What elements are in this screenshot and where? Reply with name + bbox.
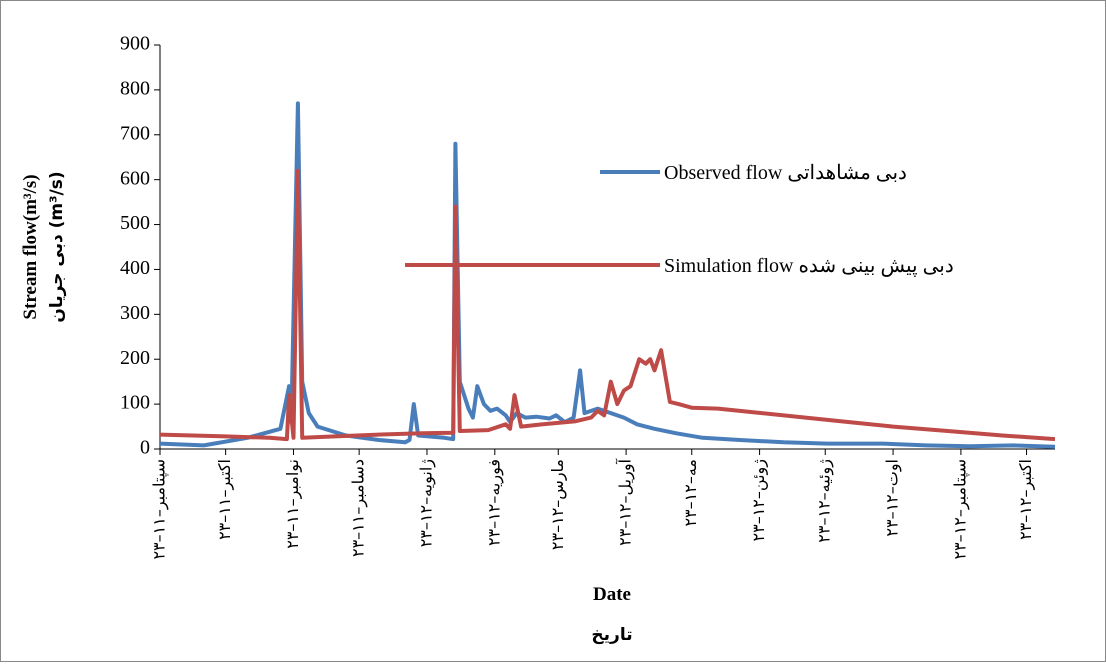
x-tick-label: ۲۳–فوریه–۱۲ (484, 459, 504, 546)
x-tick-label: ۲۳–سپتامبر–۱۱ (150, 459, 170, 560)
x-tick-label: ۲۳–ژانویه–۱۲ (416, 459, 436, 548)
legend-label: Observed flow دبی مشاهداتی (664, 162, 907, 184)
series-line (159, 101, 1056, 449)
x-tick-label: ۲۳–سپتامبر–۱۲ (950, 459, 970, 560)
y-tick-label: 300 (120, 302, 150, 324)
x-axis-label-fa: تاریخ (591, 625, 632, 645)
series-line (159, 168, 1056, 442)
y-tick-label: 700 (120, 122, 150, 144)
y-tick-label: 200 (120, 347, 150, 369)
x-axis-label: Date (593, 584, 631, 605)
x-tick-label: ۲۳–مارس–۱۲ (548, 459, 568, 550)
x-tick-label: ۲۳–اکتبر–۱۲ (1016, 459, 1036, 540)
y-tick-label: 600 (120, 167, 150, 189)
y-tick-label: 900 (120, 33, 150, 55)
y-tick-label: 100 (120, 392, 150, 414)
x-tick-label: ۲۳–ژوئیه–۱۲ (815, 459, 835, 543)
x-tick-label: ۲۳–اکتبر–۱۱ (215, 459, 235, 540)
y-tick-label: 800 (120, 77, 150, 99)
y-tick-label: 400 (120, 257, 150, 279)
x-tick-label: ۲۳–نوامبر–۱۱ (283, 459, 303, 549)
x-tick-label: ۲۳–دسامبر–۱۱ (349, 459, 369, 557)
y-axis-label-fa: دبی جریان (m³/s) (47, 171, 67, 322)
legend-label: Simulation flow دبی پیش بینی شده (664, 255, 954, 277)
y-tick-label: 500 (120, 212, 150, 234)
x-tick-label: ۲۳–اوت–۱۲ (883, 459, 903, 537)
y-axis-label: Stream flow(m³/s) (20, 174, 41, 319)
x-tick-label: ۲۳–ژوئن–۱۲ (749, 459, 769, 542)
x-tick-label: ۲۳–آوریل–۱۲ (616, 457, 636, 545)
y-tick-label: 0 (140, 437, 150, 459)
x-tick-label: ۲۳–مه–۱۲ (681, 459, 700, 527)
